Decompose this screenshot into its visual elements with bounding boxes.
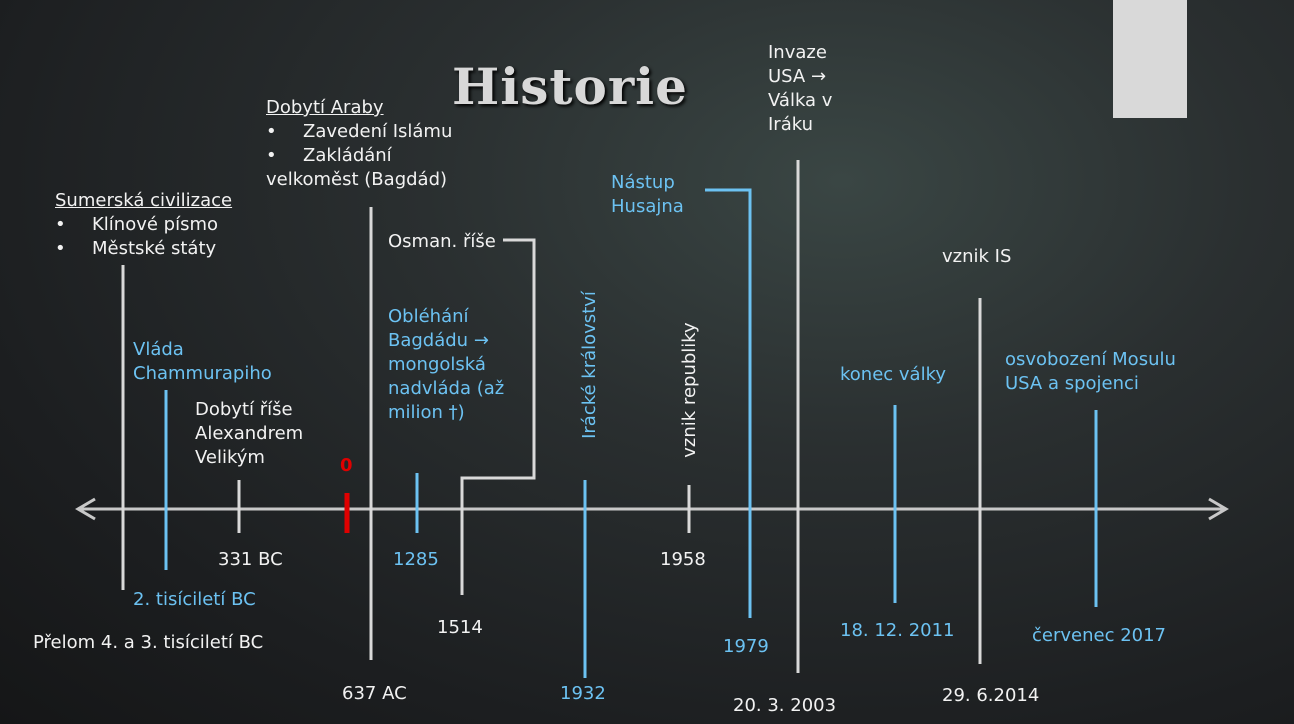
zero-label: 0 (340, 455, 353, 476)
event-label: osvobození Mosulu USA a spojenci (1005, 349, 1176, 394)
event-label: Nástup Husajna (611, 172, 684, 217)
bullet: Zavedení Islámu (266, 120, 481, 144)
bullet: Zakládání velkoměst (Bagdád) (266, 144, 481, 192)
event-heading: Dobytí Araby (266, 97, 384, 118)
title: Historie (452, 57, 688, 116)
event-label: Dobytí říše Alexandrem Velikým (195, 399, 304, 468)
date: 331 BC (218, 549, 283, 570)
date: 1979 (723, 636, 769, 657)
axis (75, 497, 1229, 521)
event-label: Obléhání Bagdádu → mongolská nadvláda (a… (388, 306, 505, 423)
bullet: Městské státy (55, 237, 285, 261)
event-label: Osman. říše (388, 231, 496, 252)
event-label: vznik republiky (679, 322, 700, 458)
blue-lines (164, 188, 1098, 678)
white-lines (121, 160, 982, 673)
date: 1958 (660, 549, 706, 570)
date: 1932 (560, 683, 606, 704)
date: 18. 12. 2011 (840, 620, 955, 641)
date: 1514 (437, 617, 483, 638)
bullet: Klínové písmo (55, 213, 285, 237)
date: 29. 6.2014 (942, 685, 1040, 706)
event-label: Vláda Chammurapiho (133, 339, 272, 384)
event-label: vznik IS (942, 246, 1012, 267)
placeholder-box (1113, 0, 1187, 118)
event-label: Invaze USA → Válka v Iráku (768, 42, 833, 135)
date: červenec 2017 (1032, 625, 1167, 646)
date: Přelom 4. a 3. tisíciletí BC (33, 632, 264, 653)
date: 20. 3. 2003 (733, 695, 837, 716)
event-label: Dobytí Araby Zavedení Islámu Zakládání v… (266, 96, 481, 192)
date: 2. tisíciletí BC (133, 589, 256, 610)
date: 1285 (393, 549, 439, 570)
event-label: Irácké království (579, 291, 600, 439)
event-label: konec války (840, 364, 947, 385)
date: 637 AC (342, 683, 407, 704)
event-label: Sumerská civilizace Klínové písmo Městsk… (55, 189, 285, 261)
event-heading: Sumerská civilizace (55, 190, 233, 211)
